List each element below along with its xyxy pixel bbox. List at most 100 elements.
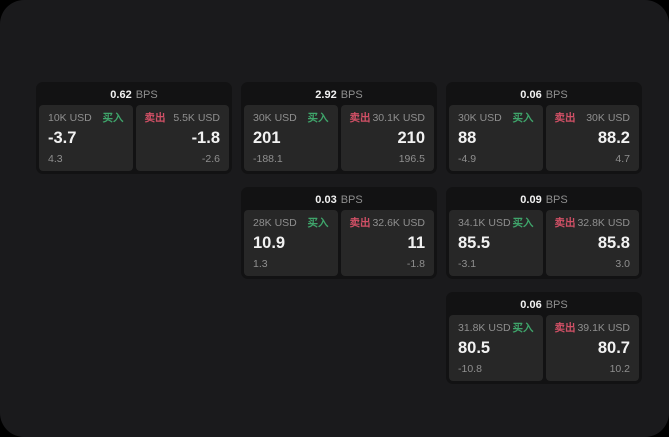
sell-price: 80.7: [597, 339, 630, 357]
quote-card: 0.09 BPS 34.1K USD 买入 85.5 -3.1 卖出 32.8K…: [446, 187, 642, 279]
sell-panel[interactable]: 卖出 32.6K USD 11 -1.8: [340, 210, 434, 276]
card-grid: 0.62 BPS 10K USD 买入 -3.7 4.3 卖出 5.5K USD…: [36, 82, 642, 384]
buy-notional: 10K USD: [48, 112, 92, 124]
sell-price: 85.8: [597, 234, 630, 252]
sell-panel-header: 卖出 5.5K USD: [145, 112, 221, 124]
sell-delta: 10.2: [609, 363, 630, 375]
sell-delta: 196.5: [398, 153, 425, 165]
sell-delta: 4.7: [615, 153, 630, 165]
bps-unit-label: BPS: [545, 89, 568, 101]
quote-panels: 31.8K USD 买入 80.5 -10.8 卖出 39.1K USD 80.…: [449, 315, 639, 381]
quote-panels: 34.1K USD 买入 85.5 -3.1 卖出 32.8K USD 85.8…: [449, 210, 639, 276]
quote-panels: 30K USD 买入 201 -188.1 卖出 30.1K USD 210 1…: [244, 105, 434, 171]
buy-delta: -3.1: [458, 258, 477, 270]
buy-panel[interactable]: 30K USD 买入 201 -188.1: [244, 105, 338, 171]
buy-notional: 31.8K USD: [458, 322, 511, 334]
card-header: 0.06 BPS: [449, 85, 639, 105]
buy-price: -3.7: [48, 129, 77, 147]
buy-panel-header: 28K USD 买入: [253, 217, 329, 229]
sell-panel[interactable]: 卖出 30K USD 88.2 4.7: [545, 105, 639, 171]
card-header: 0.03 BPS: [244, 190, 434, 210]
sell-panel-header: 卖出 39.1K USD: [555, 322, 631, 334]
buy-tag-label: 买入: [307, 112, 329, 124]
quote-card: 0.06 BPS 30K USD 买入 88 -4.9 卖出 30K USD 8…: [446, 82, 642, 174]
sell-notional: 30.1K USD: [372, 112, 425, 124]
sell-tag-label: 卖出: [349, 112, 371, 124]
buy-panel-header: 30K USD 买入: [253, 112, 329, 124]
buy-delta: 1.3: [253, 258, 268, 270]
buy-price: 85.5: [458, 234, 491, 252]
bps-unit-label: BPS: [545, 299, 568, 311]
card-header: 0.06 BPS: [449, 295, 639, 315]
sell-panel[interactable]: 卖出 5.5K USD -1.8 -2.6: [135, 105, 229, 171]
sell-panel-header: 卖出 30.1K USD: [350, 112, 426, 124]
sell-notional: 32.8K USD: [577, 217, 630, 229]
buy-delta: -4.9: [458, 153, 477, 165]
sell-price: 11: [407, 234, 425, 252]
sell-panel-header: 卖出 32.6K USD: [350, 217, 426, 229]
card-header: 2.92 BPS: [244, 85, 434, 105]
buy-panel[interactable]: 30K USD 买入 88 -4.9: [449, 105, 543, 171]
bps-unit-label: BPS: [340, 194, 363, 206]
quote-panels: 28K USD 买入 10.9 1.3 卖出 32.6K USD 11 -1.8: [244, 210, 434, 276]
buy-panel[interactable]: 10K USD 买入 -3.7 4.3: [39, 105, 133, 171]
card-header: 0.62 BPS: [39, 85, 229, 105]
sell-price: -1.8: [191, 129, 220, 147]
buy-delta: 4.3: [48, 153, 63, 165]
sell-panel-header: 卖出 30K USD: [555, 112, 631, 124]
quote-panels: 30K USD 买入 88 -4.9 卖出 30K USD 88.2 4.7: [449, 105, 639, 171]
buy-panel-header: 30K USD 买入: [458, 112, 534, 124]
sell-delta: -2.6: [201, 153, 220, 165]
quote-card: 0.06 BPS 31.8K USD 买入 80.5 -10.8 卖出 39.1…: [446, 292, 642, 384]
bps-unit-label: BPS: [545, 194, 568, 206]
buy-panel[interactable]: 28K USD 买入 10.9 1.3: [244, 210, 338, 276]
sell-notional: 30K USD: [586, 112, 630, 124]
sell-notional: 32.6K USD: [372, 217, 425, 229]
bps-value: 0.09: [520, 194, 542, 206]
quote-panels: 10K USD 买入 -3.7 4.3 卖出 5.5K USD -1.8 -2.…: [39, 105, 229, 171]
buy-notional: 28K USD: [253, 217, 297, 229]
sell-tag-label: 卖出: [554, 112, 576, 124]
sell-tag-label: 卖出: [554, 217, 576, 229]
bps-value: 0.06: [520, 299, 542, 311]
buy-price: 201: [253, 129, 281, 147]
sell-delta: -1.8: [406, 258, 425, 270]
sell-panel[interactable]: 卖出 30.1K USD 210 196.5: [340, 105, 434, 171]
buy-panel[interactable]: 34.1K USD 买入 85.5 -3.1: [449, 210, 543, 276]
buy-tag-label: 买入: [512, 217, 534, 229]
bps-unit-label: BPS: [340, 89, 363, 101]
quote-card: 2.92 BPS 30K USD 买入 201 -188.1 卖出 30.1K …: [241, 82, 437, 174]
buy-notional: 34.1K USD: [458, 217, 511, 229]
sell-panel-header: 卖出 32.8K USD: [555, 217, 631, 229]
buy-tag-label: 买入: [512, 112, 534, 124]
bps-value: 2.92: [315, 89, 337, 101]
card-header: 0.09 BPS: [449, 190, 639, 210]
buy-price: 10.9: [253, 234, 286, 252]
bps-value: 0.06: [520, 89, 542, 101]
buy-tag-label: 买入: [307, 217, 329, 229]
buy-panel-header: 10K USD 买入: [48, 112, 124, 124]
buy-panel[interactable]: 31.8K USD 买入 80.5 -10.8: [449, 315, 543, 381]
buy-delta: -188.1: [253, 153, 283, 165]
quote-card: 0.62 BPS 10K USD 买入 -3.7 4.3 卖出 5.5K USD…: [36, 82, 232, 174]
buy-tag-label: 买入: [512, 322, 534, 334]
buy-panel-header: 31.8K USD 买入: [458, 322, 534, 334]
sell-panel[interactable]: 卖出 32.8K USD 85.8 3.0: [545, 210, 639, 276]
sell-panel[interactable]: 卖出 39.1K USD 80.7 10.2: [545, 315, 639, 381]
buy-notional: 30K USD: [458, 112, 502, 124]
buy-notional: 30K USD: [253, 112, 297, 124]
buy-price: 80.5: [458, 339, 491, 357]
sell-price: 210: [397, 129, 425, 147]
sell-price: 88.2: [597, 129, 630, 147]
buy-panel-header: 34.1K USD 买入: [458, 217, 534, 229]
sell-tag-label: 卖出: [144, 112, 166, 124]
bps-unit-label: BPS: [135, 89, 158, 101]
sell-notional: 5.5K USD: [173, 112, 220, 124]
sell-tag-label: 卖出: [349, 217, 371, 229]
bps-value: 0.62: [110, 89, 132, 101]
quote-card: 0.03 BPS 28K USD 买入 10.9 1.3 卖出 32.6K US…: [241, 187, 437, 279]
bps-value: 0.03: [315, 194, 337, 206]
buy-tag-label: 买入: [102, 112, 124, 124]
sell-delta: 3.0: [615, 258, 630, 270]
buy-price: 88: [458, 129, 477, 147]
